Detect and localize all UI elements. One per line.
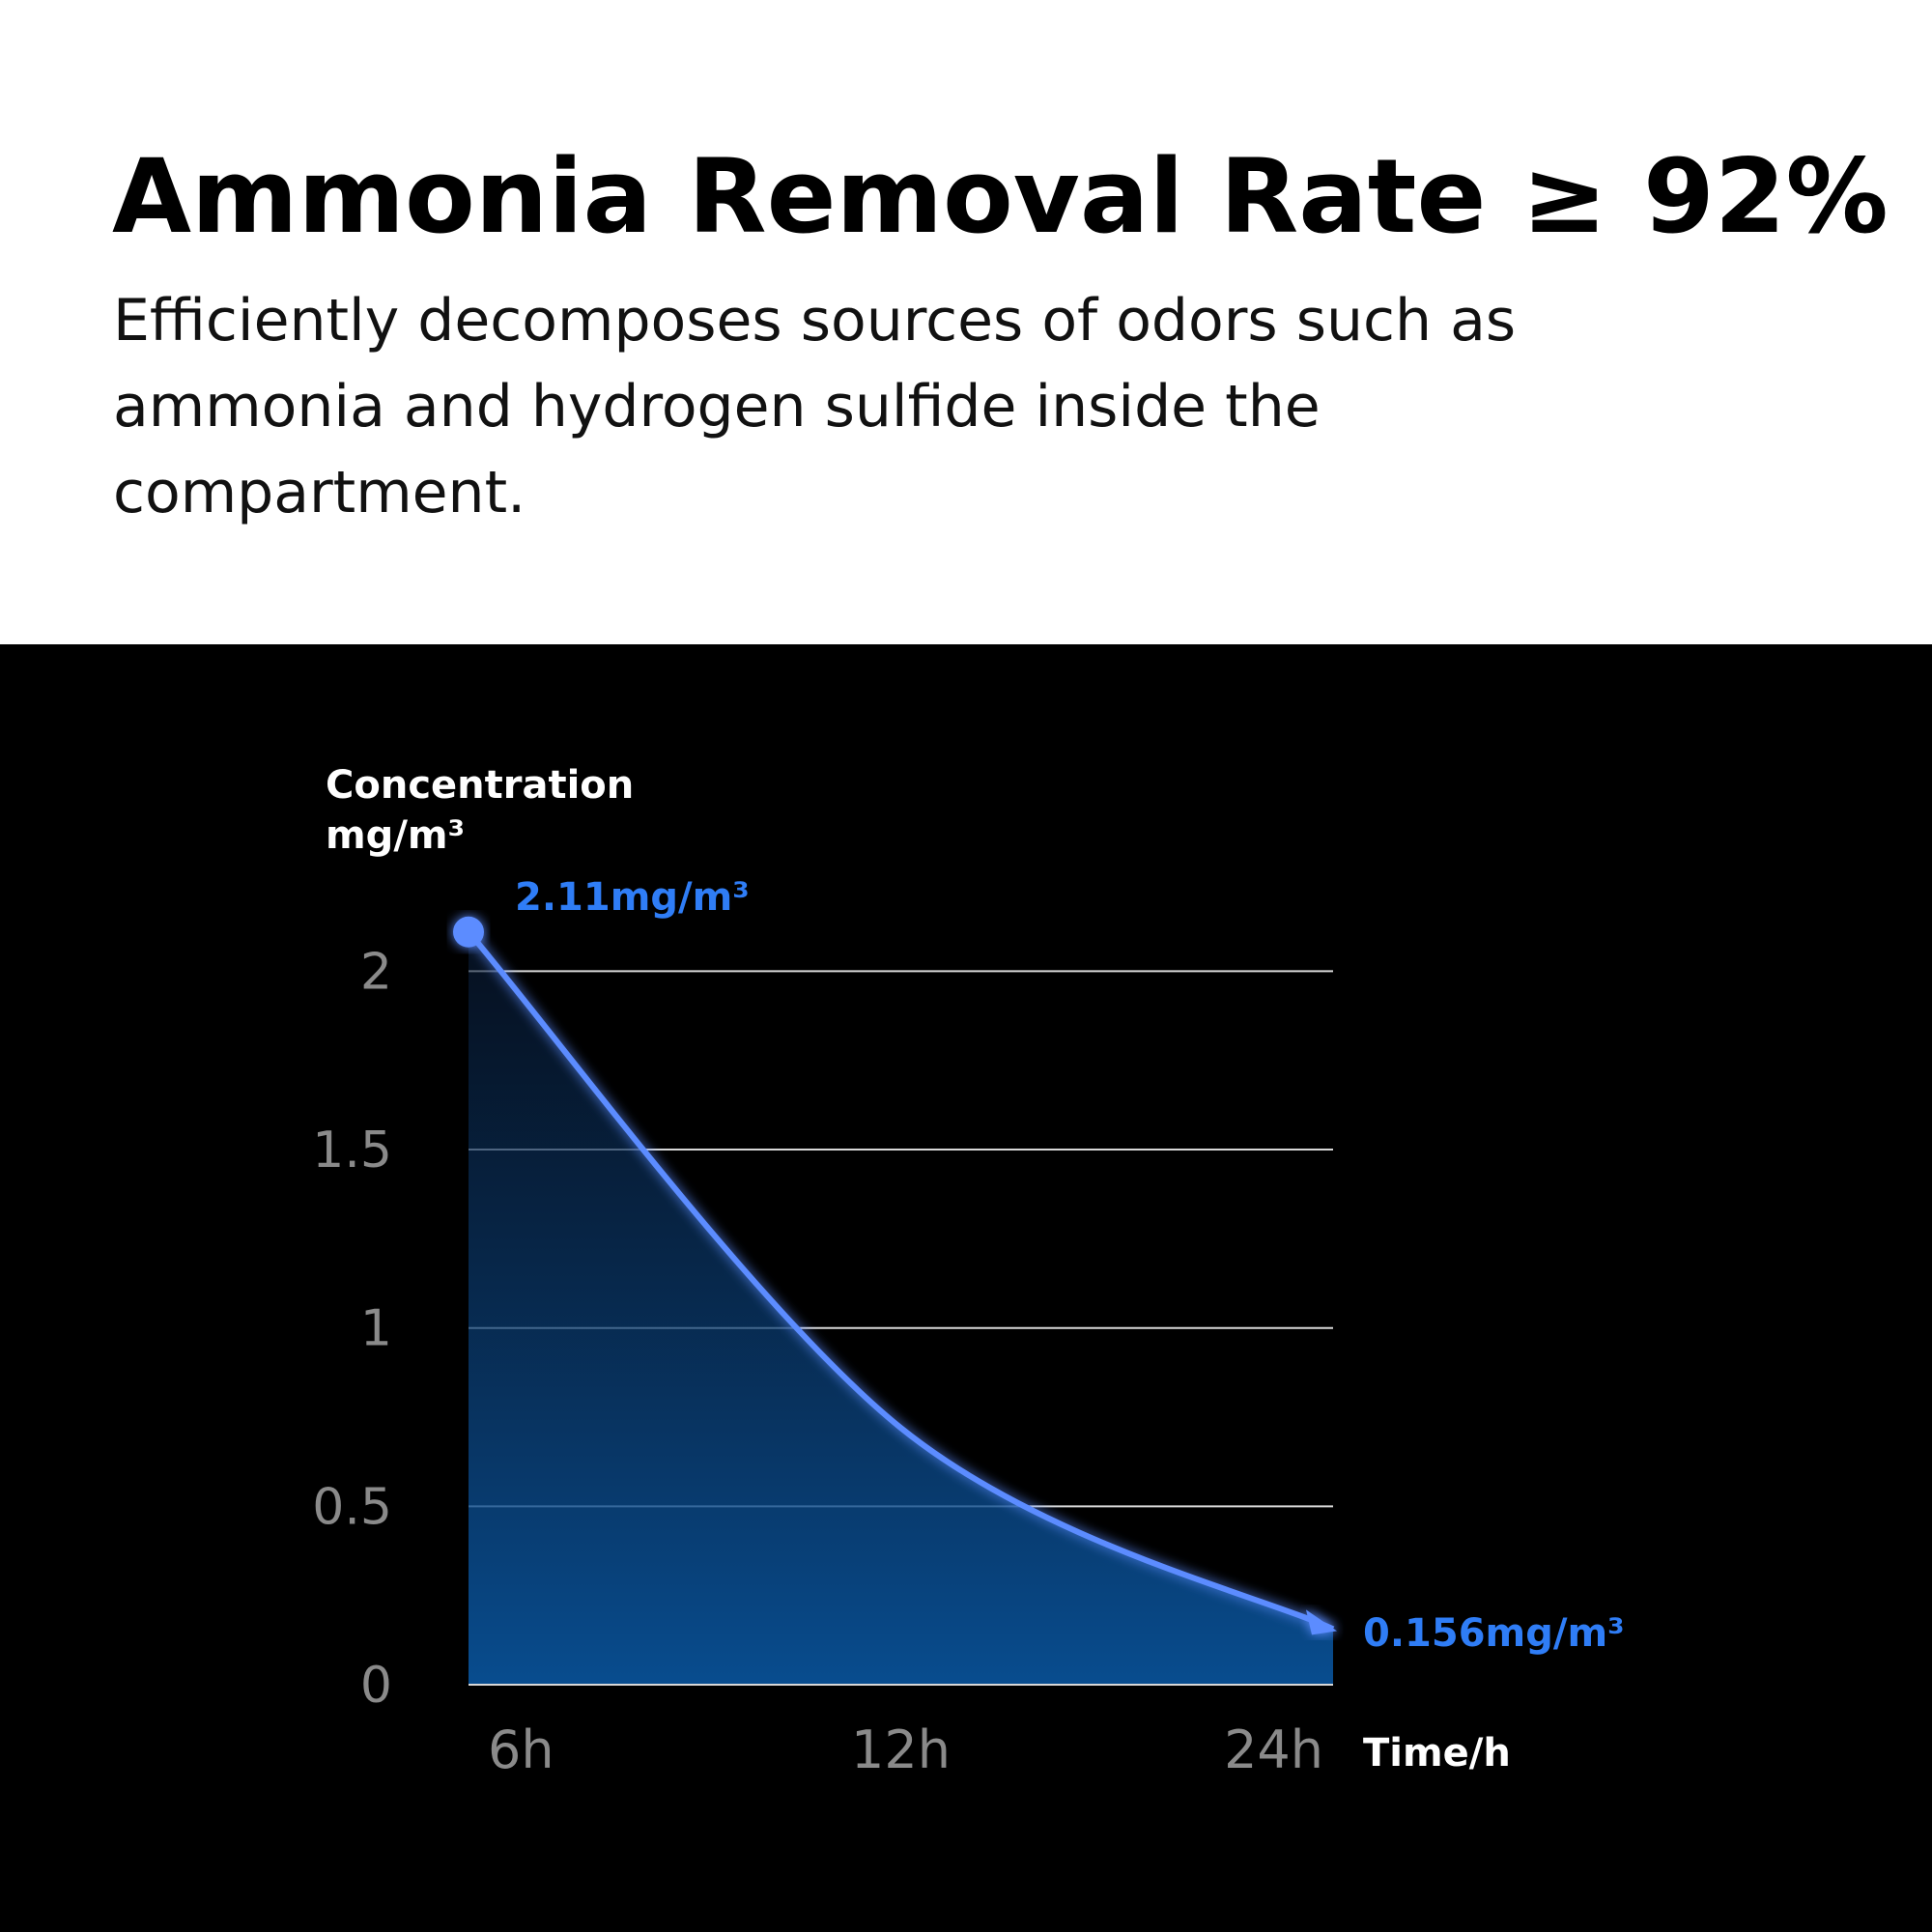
chart-title: Ammonia Removal Rate ≥ 92%	[112, 137, 1889, 256]
y-axis-title: mg/m³	[326, 813, 465, 858]
x-tick-label: 12h	[851, 1719, 951, 1780]
subtitle: ammonia and hydrogen sulfide inside the	[113, 373, 1321, 440]
area	[469, 931, 1333, 1685]
value-label: 0.156mg/m³	[1363, 1611, 1625, 1656]
x-axis-title: Time/h	[1363, 1731, 1511, 1776]
y-tick-label: 2	[360, 943, 392, 1001]
x-tick-label: 24h	[1224, 1719, 1323, 1780]
chart-panel	[0, 644, 1932, 1932]
line	[466, 929, 1335, 1633]
y-tick-label: 1	[360, 1300, 392, 1358]
y-tick-label: 0	[360, 1657, 392, 1715]
y-tick-label: 0.5	[312, 1478, 392, 1536]
subtitle: Efficiently decomposes sources of odors …	[113, 287, 1516, 355]
y-tick-label: 1.5	[312, 1122, 392, 1179]
subtitle: compartment.	[113, 459, 526, 526]
value-label: 2.11mg/m³	[515, 875, 750, 920]
end-arrow	[1306, 1609, 1337, 1635]
y-axis-title: Concentration	[326, 763, 634, 808]
x-tick-label: 6h	[488, 1719, 554, 1780]
start-point	[453, 916, 484, 948]
